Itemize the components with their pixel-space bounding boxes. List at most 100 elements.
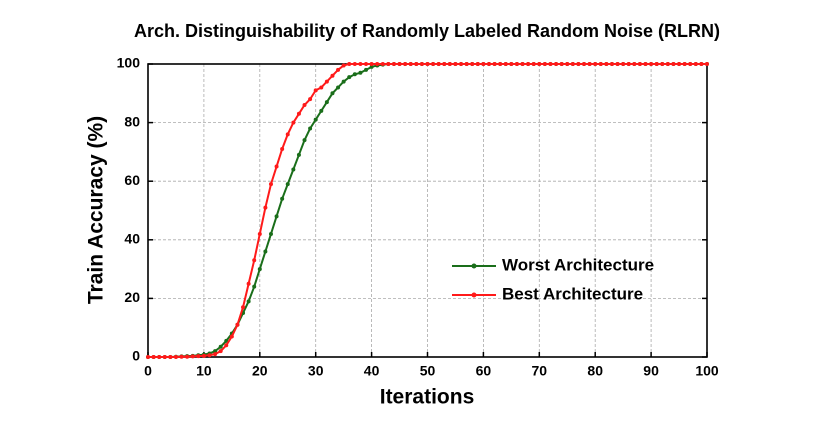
point (252, 284, 257, 289)
point (196, 354, 201, 359)
point (537, 62, 542, 66)
legend-label: Best Architecture (502, 284, 643, 303)
point (576, 62, 581, 66)
point (593, 62, 598, 66)
point (308, 97, 313, 102)
point (218, 349, 223, 354)
point (375, 62, 380, 66)
point (330, 91, 335, 96)
point (609, 62, 614, 66)
point (531, 62, 536, 66)
point (291, 167, 296, 172)
point (637, 62, 642, 66)
point (425, 62, 430, 66)
point (352, 72, 357, 77)
point (274, 164, 279, 169)
x-axis-label: Iterations (380, 386, 475, 409)
point (235, 322, 240, 327)
x-tick-label: 30 (308, 363, 324, 379)
point (229, 334, 234, 339)
point (336, 67, 341, 72)
point (313, 88, 318, 93)
point (151, 355, 156, 359)
point (280, 196, 285, 201)
point (453, 62, 458, 66)
point (146, 355, 150, 359)
x-tick-label: 40 (364, 363, 380, 379)
point (302, 138, 307, 143)
x-tick-label: 60 (476, 363, 492, 379)
point (470, 62, 475, 66)
point (688, 62, 693, 66)
point (185, 354, 190, 359)
point (313, 117, 318, 122)
point (347, 75, 352, 80)
point (492, 62, 497, 66)
point (179, 354, 184, 359)
point (615, 62, 620, 66)
point (263, 205, 268, 210)
point (319, 85, 324, 90)
point (246, 299, 251, 304)
point (503, 62, 508, 66)
point (168, 355, 173, 359)
point (447, 62, 452, 66)
point (319, 108, 324, 113)
point (481, 62, 486, 66)
point (397, 62, 402, 66)
point (419, 62, 424, 66)
point (414, 62, 419, 66)
point (391, 62, 396, 66)
y-tick-label: 0 (132, 348, 140, 364)
point (408, 62, 413, 66)
point (257, 231, 262, 236)
point (241, 305, 246, 310)
point (162, 355, 167, 359)
point (403, 62, 408, 66)
point (352, 62, 357, 66)
y-tick-label: 20 (124, 289, 140, 305)
point (336, 85, 341, 90)
point (436, 62, 441, 66)
point (157, 355, 162, 359)
chart-title: Arch. Distinguishability of Randomly Lab… (134, 21, 720, 41)
point (213, 349, 218, 354)
point (246, 281, 251, 286)
point (486, 62, 491, 66)
legend-marker (471, 263, 477, 269)
point (542, 62, 547, 66)
point (665, 62, 670, 66)
point (660, 62, 665, 66)
point (464, 62, 469, 66)
point (654, 62, 659, 66)
point (671, 62, 676, 66)
point (693, 62, 698, 66)
point (201, 353, 206, 358)
point (280, 146, 285, 151)
y-tick-label: 80 (124, 113, 140, 129)
point (626, 62, 631, 66)
point (380, 62, 385, 66)
point (604, 62, 609, 66)
point (358, 70, 363, 75)
point (587, 62, 592, 66)
point (213, 352, 218, 357)
point (565, 62, 570, 66)
point (386, 62, 391, 66)
x-tick-label: 10 (196, 363, 212, 379)
point (498, 62, 503, 66)
y-tick-label: 100 (117, 55, 141, 71)
x-tick-label: 70 (532, 363, 548, 379)
legend-marker (471, 292, 477, 298)
point (442, 62, 447, 66)
point (621, 62, 626, 66)
x-tick-label: 100 (695, 363, 719, 379)
point (431, 62, 436, 66)
point (302, 103, 307, 108)
point (296, 111, 301, 116)
point (677, 62, 682, 66)
point (224, 343, 229, 348)
point (520, 62, 525, 66)
point (554, 62, 559, 66)
